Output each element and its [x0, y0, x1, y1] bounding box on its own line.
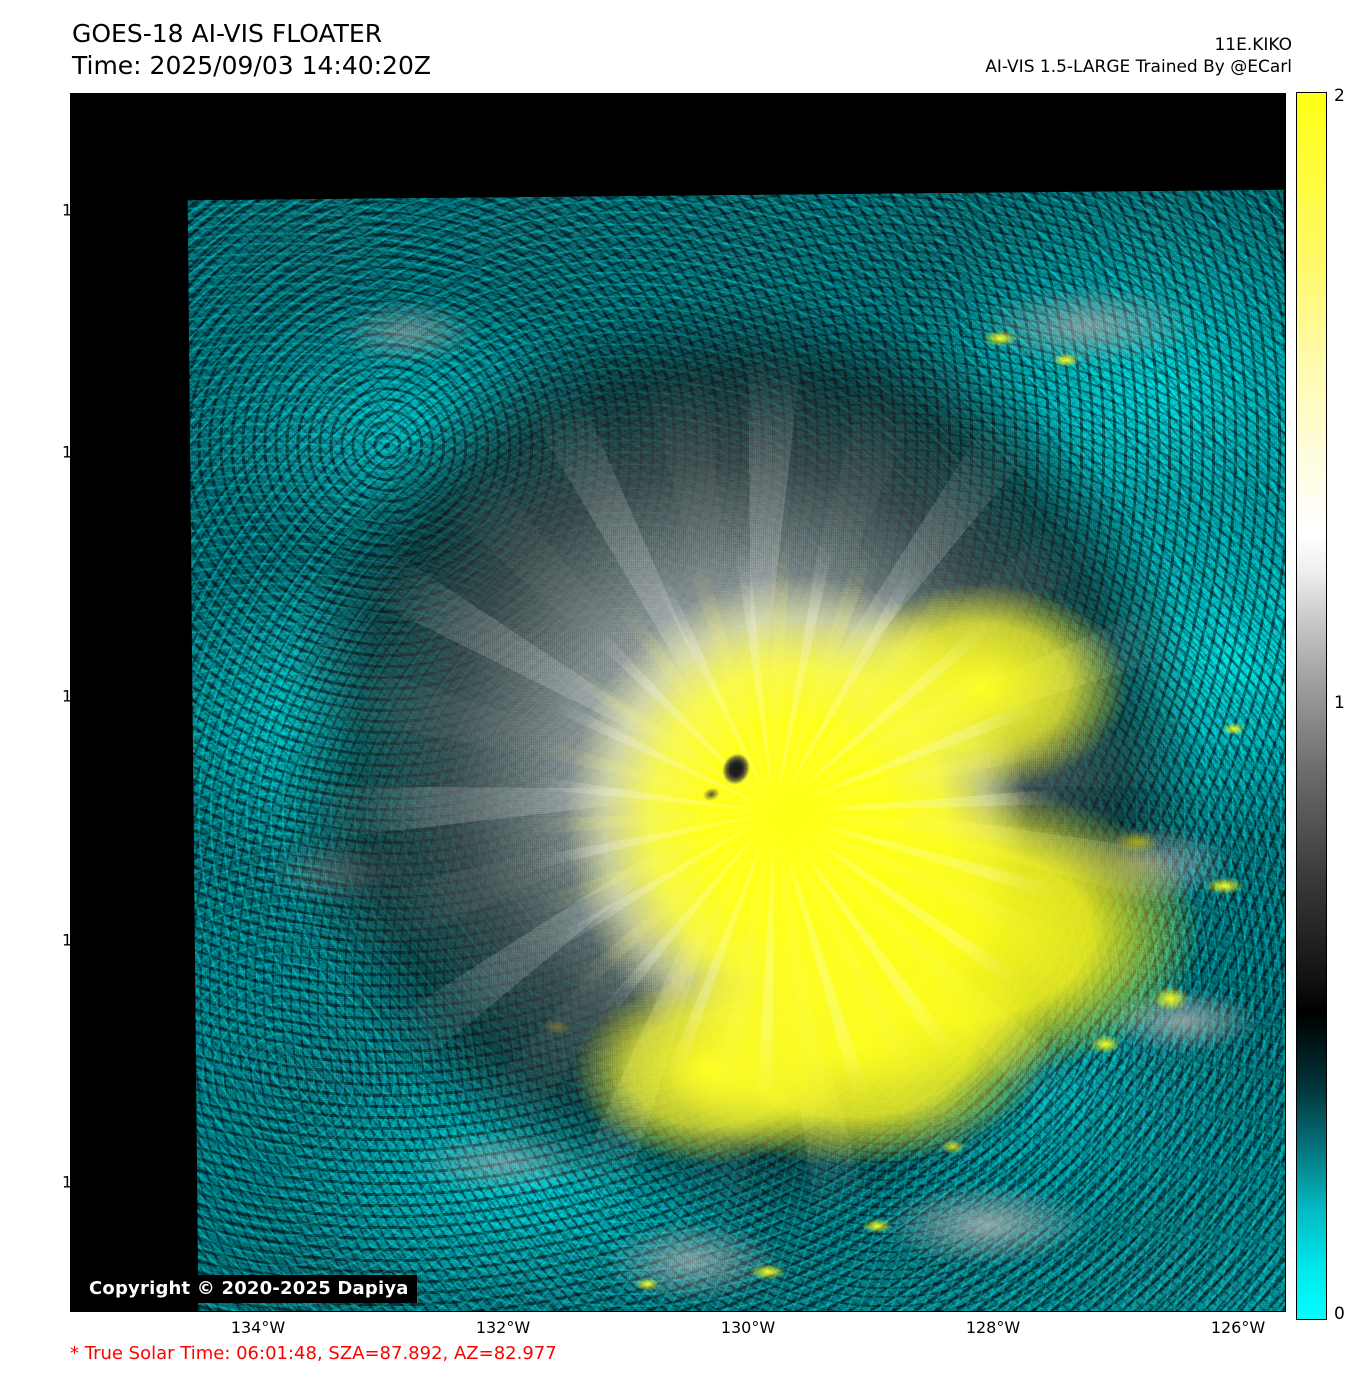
xtick-label-130w: 130°W — [720, 1318, 776, 1337]
model-credit-label: AI-VIS 1.5-LARGE Trained By @ECarl — [985, 57, 1292, 77]
timestamp-label: Time: 2025/09/03 14:40:20Z — [72, 51, 431, 80]
storm-id-label: 11E.KIKO — [1214, 35, 1292, 55]
xtick-label-134w: 134°W — [230, 1318, 286, 1337]
colorbar[interactable] — [1296, 92, 1327, 1320]
colorbar-tick-0: 0 — [1334, 1304, 1345, 1324]
header-left-block: GOES-18 AI-VIS FLOATER Time: 2025/09/03 … — [72, 18, 772, 82]
ytick-label-12n: 12°N — [62, 930, 103, 950]
ytick-label-10n: 10°N — [62, 1172, 103, 1192]
satellite-raster — [187, 189, 1285, 1311]
satellite-plot-frame[interactable]: Copyright © 2020-2025 Dapiya — [70, 93, 1286, 1312]
header-right-block: 11E.KIKO AI-VIS 1.5-LARGE Trained By @EC… — [772, 34, 1292, 78]
ytick-label-16n: 16°N — [62, 442, 103, 462]
colorbar-tick-1: 1 — [1334, 693, 1345, 713]
ytick-label-14n: 14°N — [62, 686, 103, 706]
colorbar-tick-2: 2 — [1334, 86, 1345, 106]
xtick-label-128w: 128°W — [965, 1318, 1021, 1337]
xtick-label-126w: 126°W — [1210, 1318, 1266, 1337]
ytick-label-18n: 18°N — [62, 200, 103, 220]
pixel-noise-layer — [187, 189, 1285, 1311]
copyright-overlay: Copyright © 2020-2025 Dapiya — [81, 1275, 417, 1303]
colorbar-gradient — [1296, 92, 1327, 1320]
solar-info-note: * True Solar Time: 06:01:48, SZA=87.892,… — [70, 1343, 557, 1364]
page-title: GOES-18 AI-VIS FLOATER — [72, 19, 383, 48]
xtick-label-132w: 132°W — [475, 1318, 531, 1337]
